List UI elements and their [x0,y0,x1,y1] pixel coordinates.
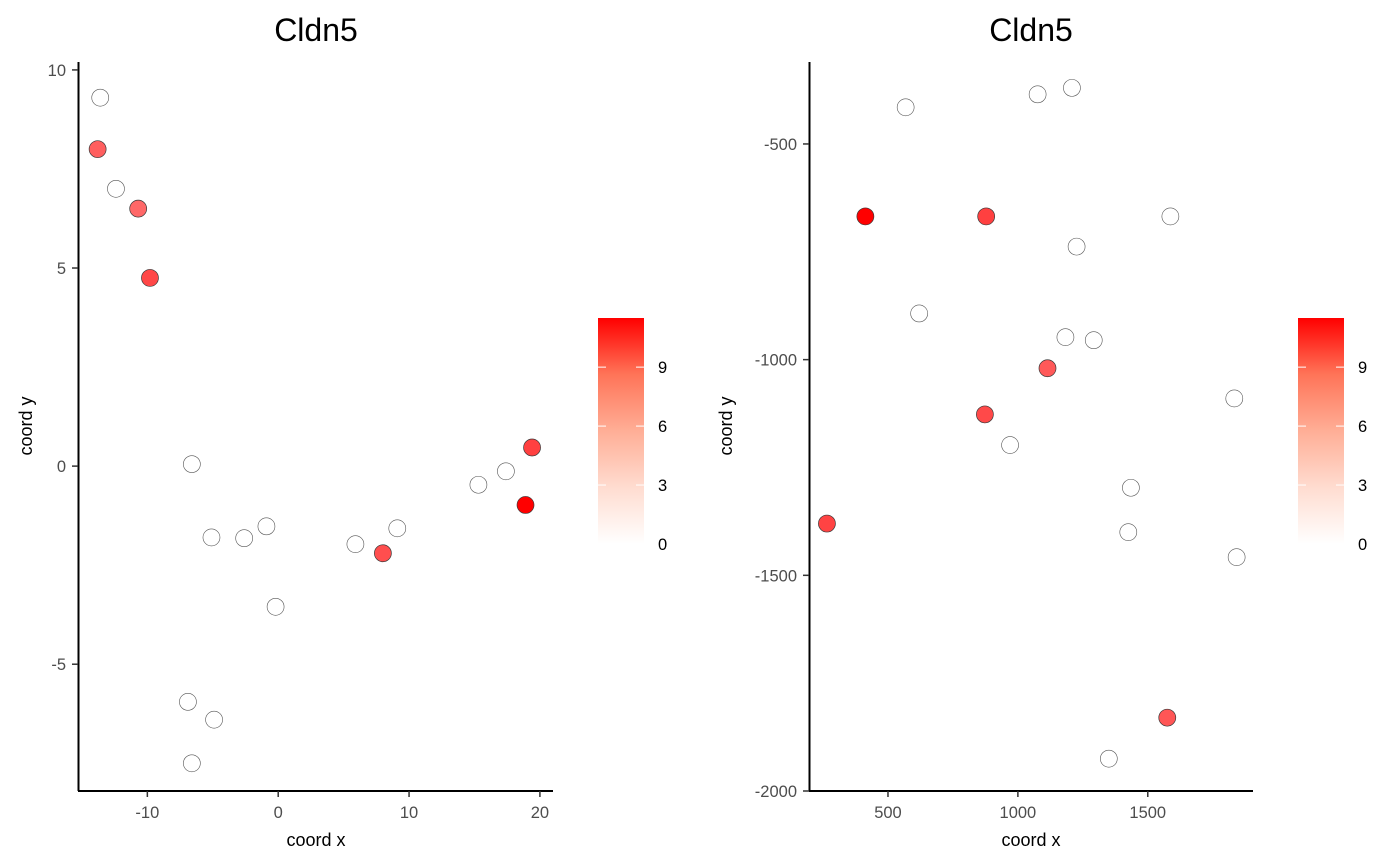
data-point [388,519,407,538]
panel-left: Cldn5 -5 0 5 10 -10 0 10 20 coord x coord y 0 3… [16,12,667,850]
data-point [235,529,253,548]
y-tick-label: -2000 [755,783,797,801]
colorbar-tick-label: 0 [1358,536,1367,554]
y-tick-label: 0 [57,458,66,476]
data-point [910,304,928,323]
x-ticks-right: 500 1000 1500 [874,791,1166,822]
data-point [497,462,515,481]
data-point [896,98,915,117]
data-point [1161,207,1180,226]
data-point [976,405,994,424]
data-point [129,199,148,218]
y-ticks-left: -5 0 5 10 [48,62,78,674]
y-tick-label: -1000 [755,352,797,370]
x-tick-label: 1500 [1129,804,1166,822]
chart-title-left: Cldn5 [274,12,358,48]
colorbar-gradient-left [598,318,644,544]
data-point [1063,79,1081,97]
colorbar-gradient-right [1298,318,1344,544]
data-point [374,544,392,563]
colorbar-tick-label: 0 [658,536,667,554]
data-point [1067,237,1086,256]
data-point [202,528,221,547]
data-point [257,517,276,536]
data-point [818,514,836,533]
x-tick-label: 0 [274,804,283,822]
data-point [1122,478,1140,497]
data-point [1001,436,1019,454]
y-tick-label: -5 [51,656,66,674]
points-right [818,79,1246,768]
data-point [1225,389,1244,408]
data-point [1028,85,1047,104]
x-axis-label-right: coord x [1001,830,1060,850]
x-tick-label: 20 [531,804,549,822]
data-point [179,693,197,711]
data-point [107,179,125,198]
colorbar-tick-label: 6 [1358,418,1367,436]
data-point [183,455,201,473]
x-ticks-left: -10 0 10 20 [135,791,549,822]
data-point [1119,523,1138,541]
colorbar-tick-label: 9 [1358,359,1367,377]
data-point [88,140,107,159]
colorbar-tick-label: 6 [658,418,667,436]
y-tick-label: -1500 [755,567,797,585]
data-point [346,535,365,553]
y-axis-label-left: coord y [16,396,36,455]
colorbar-left: 0 3 6 9 [598,318,667,554]
data-point [469,475,488,494]
data-point [205,710,223,729]
colorbar-tick-label: 9 [658,359,667,377]
data-point [856,207,875,226]
data-point [266,597,285,616]
data-point [1056,328,1075,347]
x-tick-label: 10 [400,804,418,822]
data-point [1084,331,1103,350]
y-tick-label: 10 [48,62,66,80]
colorbar-right: 0 3 6 9 [1298,318,1367,554]
y-ticks-right: -2000 -1500 -1000 -500 [755,136,809,801]
data-point [141,269,159,287]
x-tick-label: -10 [135,804,159,822]
data-point [183,754,201,773]
colorbar-ticks-left: 0 3 6 9 [598,359,667,554]
data-point [1100,749,1118,768]
points-left [88,88,541,773]
x-axis-label-left: coord x [286,830,345,850]
data-point [1158,708,1177,727]
y-tick-label: 5 [57,260,66,278]
data-point [1038,359,1057,378]
data-point [1227,548,1246,567]
y-axis-label-right: coord y [716,396,736,455]
data-point [516,496,535,514]
y-tick-label: -500 [764,136,797,154]
colorbar-tick-label: 3 [658,477,667,495]
panel-right: Cldn5 -2000 -1500 -1000 -500 500 1000 1500 co… [716,12,1367,850]
data-point [523,438,541,457]
chart-title-right: Cldn5 [989,12,1073,48]
colorbar-tick-label: 3 [1358,477,1367,495]
data-point [977,207,996,226]
colorbar-ticks-right: 0 3 6 9 [1298,359,1367,554]
x-tick-label: 1000 [1000,804,1037,822]
x-tick-label: 500 [874,804,902,822]
data-point [91,88,110,107]
